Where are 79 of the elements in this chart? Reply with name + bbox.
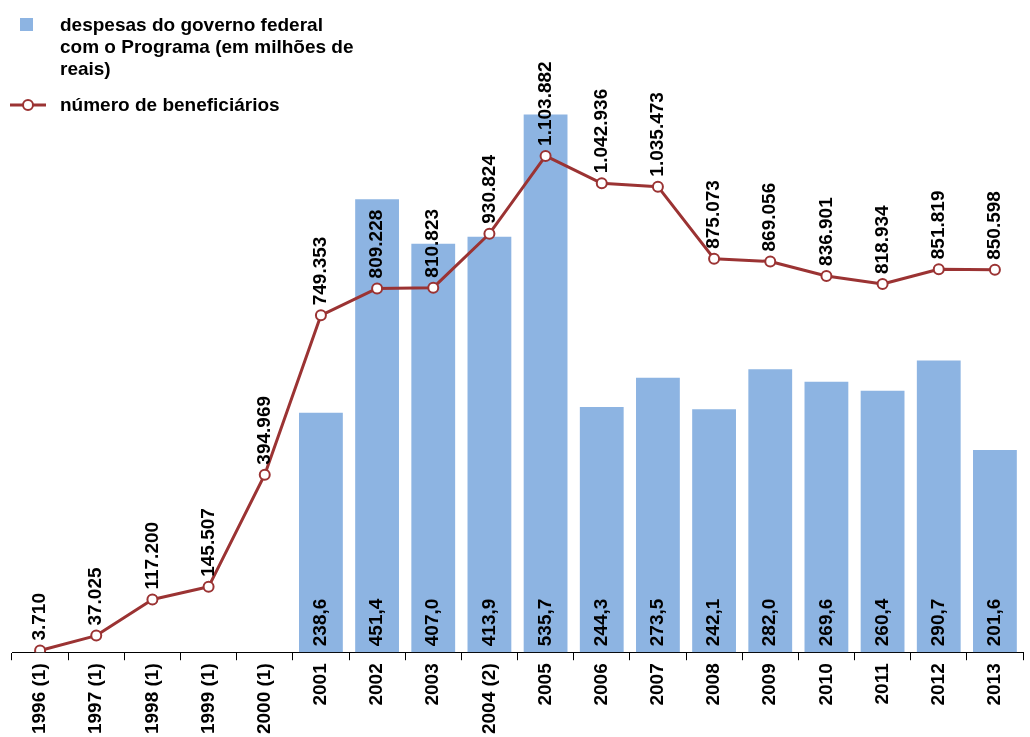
- x-tick-label: 2009: [758, 663, 780, 706]
- x-tick-label: 2007: [646, 663, 668, 706]
- point: [651, 180, 664, 193]
- point: [314, 309, 327, 322]
- data-label: 282,0: [758, 598, 780, 647]
- data-label: 242,1: [702, 598, 724, 647]
- data-label: 810.823: [421, 208, 443, 278]
- data-label: 260,4: [870, 598, 892, 647]
- data-label: 413,9: [477, 598, 499, 647]
- point: [820, 269, 833, 282]
- x-tick-label: 2006: [589, 663, 611, 706]
- bar: [804, 381, 849, 653]
- data-label: 269,6: [814, 598, 836, 647]
- legend-label: despesas do governo federal com o Programa (em milhões de reais): [60, 14, 355, 80]
- data-label: 201,6: [983, 598, 1005, 647]
- bar: [636, 377, 680, 653]
- bar: [860, 390, 905, 653]
- data-label: 851.819: [926, 190, 948, 260]
- data-label: 244,3: [589, 598, 611, 647]
- data-label: 869.056: [758, 182, 780, 252]
- x-tick-label: 2011: [870, 662, 892, 705]
- data-label: 930.824: [477, 154, 499, 224]
- point: [988, 263, 1001, 276]
- x-tick-label: 2003: [421, 663, 443, 706]
- bar: [692, 409, 736, 653]
- bar: [973, 449, 1017, 653]
- data-label: 535,7: [533, 598, 555, 647]
- point: [371, 282, 384, 295]
- data-label: 145.507: [196, 508, 218, 577]
- data-label: 117.200: [140, 521, 162, 590]
- x-tick-label: 1997 (1): [84, 663, 106, 735]
- data-label: 3.710: [28, 593, 50, 641]
- point: [595, 177, 608, 190]
- x-tick-label: 2010: [814, 663, 836, 706]
- x-tick-label: 2005: [533, 662, 555, 706]
- point: [258, 468, 271, 481]
- x-tick-label: 2008: [702, 663, 724, 706]
- bar: [916, 360, 961, 653]
- bar: [748, 369, 793, 653]
- point: [932, 263, 945, 276]
- point: [483, 227, 496, 240]
- data-label: 818.934: [870, 204, 892, 275]
- bar: [467, 236, 512, 653]
- x-tick-label: 2001: [309, 662, 331, 706]
- data-label: 809.228: [365, 209, 387, 279]
- data-label: 850.598: [983, 191, 1005, 260]
- data-label: 37.025: [84, 567, 106, 626]
- x-tick-label: 2004 (2): [477, 663, 499, 735]
- point: [146, 593, 159, 606]
- x-tick-label: 1998 (1): [140, 663, 162, 735]
- point: [427, 281, 440, 294]
- data-label: 1.035.473: [646, 92, 668, 177]
- x-tick-label: 2000 (1): [252, 663, 274, 735]
- data-label: 1.103.882: [533, 61, 555, 146]
- data-label: 749.353: [309, 236, 331, 306]
- data-label: 875.073: [702, 180, 724, 249]
- data-label: 273,5: [646, 598, 668, 647]
- bar: [579, 407, 624, 653]
- point: [708, 252, 721, 265]
- point: [202, 580, 215, 593]
- x-tick-label: 1999 (1): [196, 663, 218, 735]
- data-label: 238,6: [309, 598, 331, 647]
- x-tick-label: 1996 (1): [28, 663, 50, 735]
- point: [764, 255, 777, 268]
- x-tick-label: 2012: [926, 663, 948, 706]
- x-tick-label: 2013: [983, 663, 1005, 706]
- x-tick-label: 2002: [365, 663, 387, 706]
- bar: [355, 199, 399, 653]
- point: [539, 149, 552, 162]
- data-label: 407,0: [421, 598, 443, 647]
- legend-label: número de beneficiários: [60, 94, 281, 116]
- point: [90, 629, 103, 642]
- bar: [299, 412, 343, 653]
- data-label: 1.042.936: [589, 88, 611, 174]
- data-label: 451,4: [365, 598, 387, 647]
- data-label: 836.901: [814, 196, 836, 266]
- point: [876, 278, 889, 291]
- data-label: 290,7: [926, 598, 948, 647]
- data-label: 394.969: [252, 395, 274, 465]
